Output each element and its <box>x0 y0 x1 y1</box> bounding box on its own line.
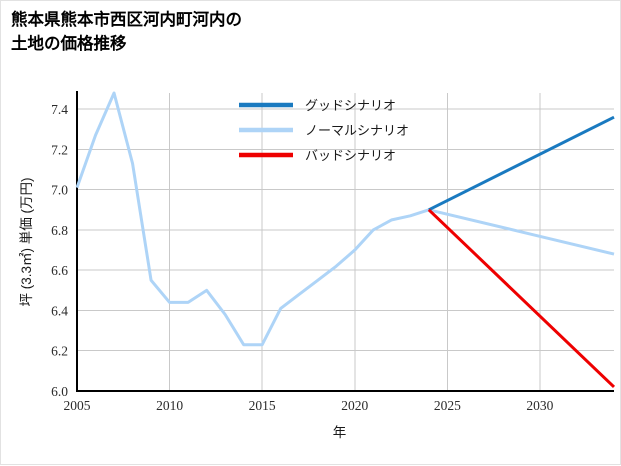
y-axis-title: 坪 (3.3㎡) 単価 (万円) <box>19 177 34 306</box>
y-axis-tick-label: 7.0 <box>51 183 68 198</box>
legend-label-0: グッドシナリオ <box>305 98 396 113</box>
page-title: 熊本県熊本市西区河内町河内の 土地の価格推移 <box>11 11 242 53</box>
y-axis-tick-label: 6.8 <box>51 223 68 238</box>
y-axis-tick-label: 7.4 <box>51 102 68 117</box>
legend-label-2: バッドシナリオ <box>305 148 396 163</box>
y-axis-tick-label: 6.0 <box>51 384 68 399</box>
y-axis-tick-label: 7.2 <box>51 142 68 157</box>
x-axis-tick-label: 2005 <box>64 398 91 413</box>
y-axis-tick-label: 6.6 <box>51 263 68 278</box>
x-axis-tick-label: 2020 <box>341 398 368 413</box>
series-line-ノーマルシナリオ <box>75 91 615 347</box>
x-axis-tick-label: 2025 <box>434 398 461 413</box>
x-axis-tick-label: 2015 <box>249 398 276 413</box>
legend-label-1: ノーマルシナリオ <box>305 123 409 138</box>
x-axis-title: 年 <box>333 425 347 440</box>
series-line-グッドシナリオ <box>428 115 615 212</box>
y-axis-tick-label: 6.4 <box>51 303 68 318</box>
series-line-バッドシナリオ <box>427 208 616 389</box>
x-axis-tick-label: 2030 <box>526 398 553 413</box>
y-axis-tick-label: 6.2 <box>51 344 68 359</box>
x-axis-tick-label: 2010 <box>156 398 183 413</box>
